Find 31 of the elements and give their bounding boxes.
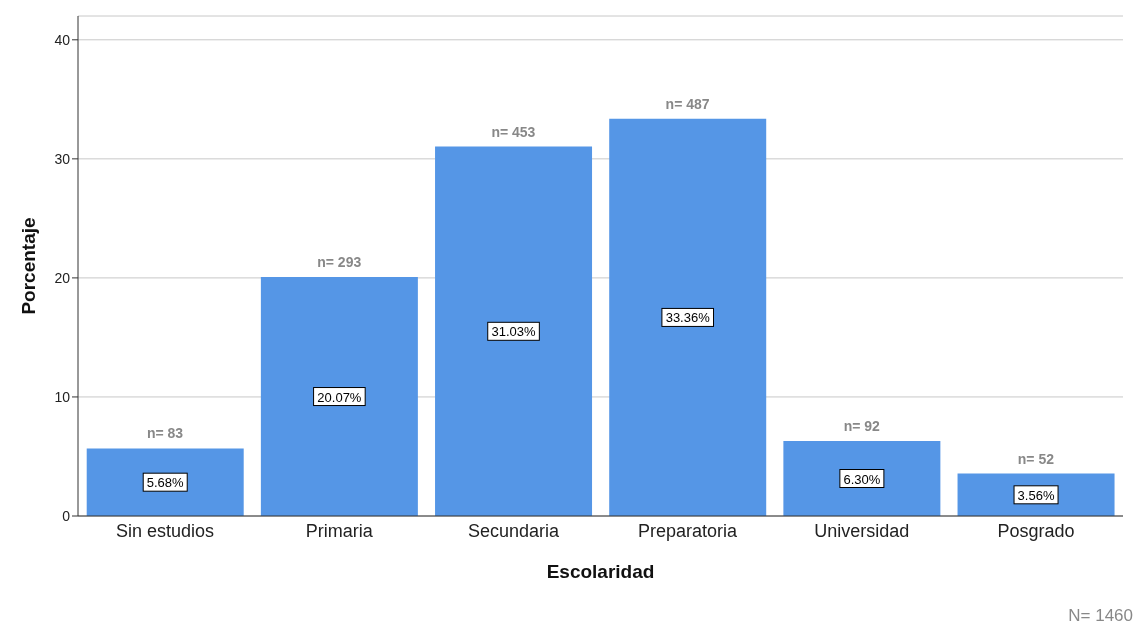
data-label: 33.36% [665, 310, 711, 326]
annotation: n= 293 [317, 254, 362, 271]
y-tick-label: 30 [54, 150, 71, 167]
data-label: 5.68% [146, 475, 185, 491]
bar [86, 448, 244, 516]
y-tick-label: 20 [54, 269, 71, 286]
data-label: 6.30% [843, 471, 881, 487]
x-tick-label: Posgrado [997, 520, 1075, 541]
data-label: 20.07% [317, 389, 362, 405]
bar [435, 146, 593, 516]
data-label: 31.03% [491, 324, 537, 340]
annotation: n= 92 [843, 418, 881, 434]
annotation: n= 487 [665, 95, 710, 112]
y-tick-label: 10 [54, 388, 71, 405]
annotation: n= 83 [146, 425, 184, 442]
bar [783, 441, 941, 516]
y-axis-title: Porcentaje [17, 217, 39, 315]
y-tick-label: 40 [54, 31, 71, 48]
annotation: n= 52 [1017, 450, 1055, 467]
y-tick-label: 0 [62, 507, 71, 524]
bar [260, 277, 418, 516]
x-tick-label: Secundaria [467, 520, 560, 541]
x-axis-title: Escolaridad [546, 561, 655, 582]
data-label: 3.56% [1017, 487, 1055, 503]
x-tick-label: Primaria [305, 520, 374, 541]
text: N= 1460 [1068, 606, 1133, 626]
bar [609, 118, 767, 516]
x-tick-label: Universidad [814, 520, 910, 541]
x-tick-label: Sin estudios [116, 520, 215, 541]
x-tick-label: Preparatoria [638, 520, 739, 541]
annotation: n= 453 [491, 123, 536, 140]
